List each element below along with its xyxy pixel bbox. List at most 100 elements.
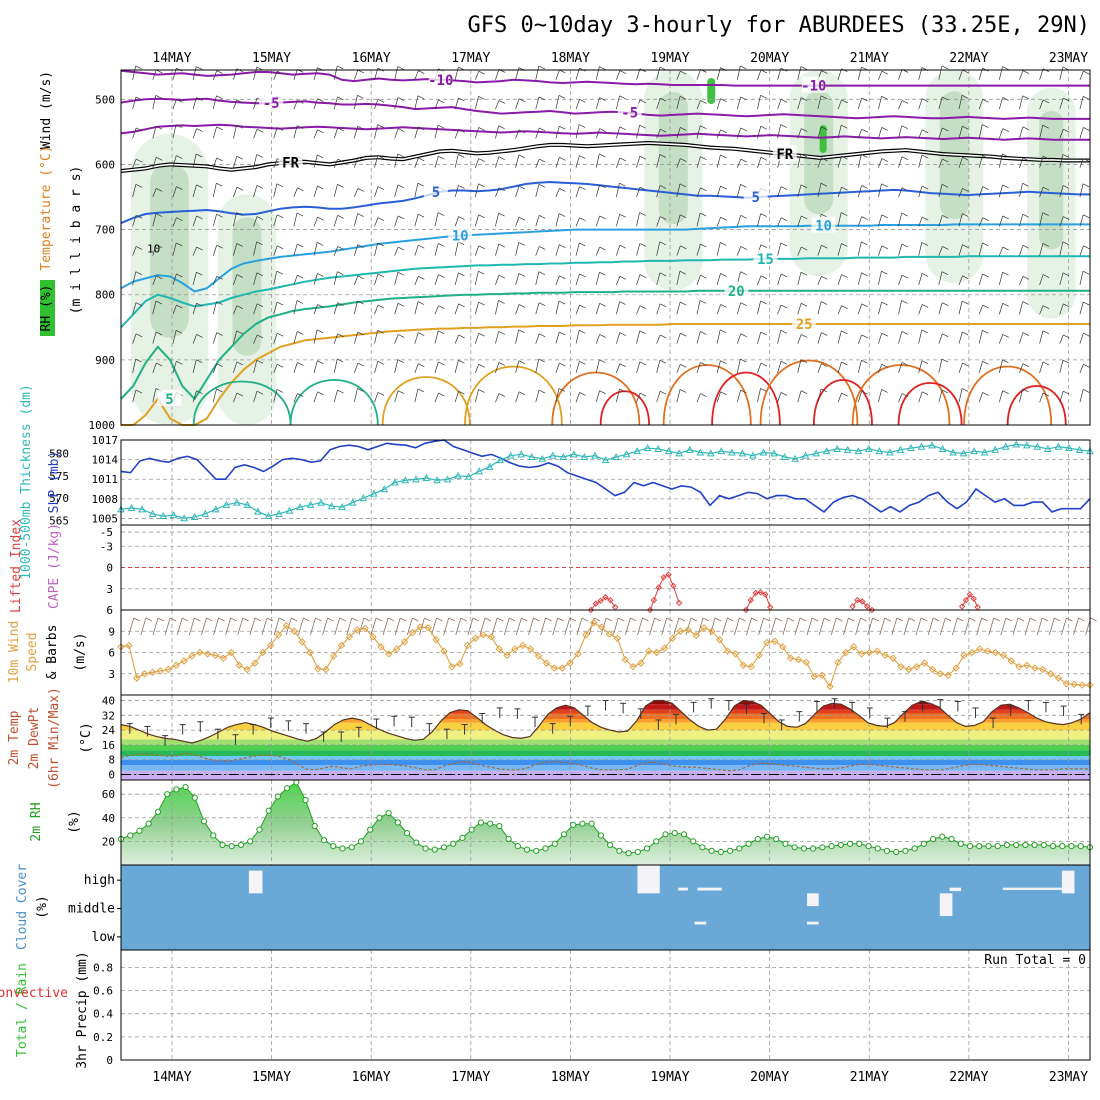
wind-barb-flag (639, 274, 647, 278)
surface-wind-barb (503, 617, 510, 636)
wind-barb (716, 98, 721, 110)
date-label-top: 17MAY (451, 51, 490, 66)
surface-wind-barb-flag (811, 617, 819, 622)
wind-barb (333, 215, 338, 227)
surface-wind-barb-flag (303, 617, 310, 622)
wind-speed-marker (266, 641, 275, 650)
wind-barb (857, 216, 863, 227)
wind-barb (958, 126, 963, 139)
wind-barb-flag (760, 331, 767, 336)
contour-label: -5 (263, 96, 280, 112)
date-label-bottom: 16MAY (352, 1070, 391, 1085)
thickness-marker (559, 452, 568, 460)
rh-marker (339, 845, 346, 852)
wind-speed-marker (1054, 674, 1063, 682)
wind-barb (898, 100, 903, 110)
wind-barb-flag (1083, 127, 1090, 131)
wind-barb (878, 302, 883, 315)
surface-wind-barb-flag (339, 617, 346, 622)
wind-barb-flag (780, 361, 788, 365)
wind-barb-flag (397, 66, 404, 70)
wind-barb-flag (820, 182, 828, 187)
wind-barb (212, 70, 218, 80)
wind-barb (676, 302, 681, 315)
wind-barb-flag (780, 330, 787, 334)
rh-marker (431, 846, 438, 853)
date-label-top: 23MAY (1049, 51, 1088, 66)
wind-barb (354, 244, 359, 256)
surface-wind-barb-flag (932, 617, 940, 622)
wind-barb (757, 95, 761, 110)
thickness-marker (1012, 440, 1021, 448)
wind-barb (253, 154, 258, 168)
surface-wind-barb-flag (400, 617, 407, 622)
thickness-marker (728, 448, 736, 456)
wind-barb-flag (135, 246, 143, 250)
surface-wind-barb-flag (1090, 617, 1097, 622)
wind-barb-flag (679, 183, 687, 188)
wind-barb (736, 302, 742, 315)
wind-barb-flag (417, 301, 425, 305)
wind-barb (353, 213, 358, 227)
wind-barb-flag (760, 275, 768, 280)
wind-barb-flag (922, 304, 929, 308)
wind-barb-flag (720, 98, 727, 103)
rh-marker (182, 783, 189, 791)
thickness-marker (496, 456, 505, 464)
wind-barb (878, 96, 882, 110)
rh-shading-core (1039, 110, 1064, 250)
surface-wind-barb-flag (872, 617, 879, 622)
wind-barb (273, 302, 278, 315)
low-level-isotherm (1006, 385, 1067, 426)
wind-barb (857, 185, 862, 198)
wind-barb (535, 215, 540, 227)
wind-barb (152, 388, 157, 403)
wind-barb (394, 359, 399, 373)
dewpoint-line (120, 752, 1090, 772)
wind-barb-flag (941, 183, 949, 188)
wind-barb-flag (720, 391, 727, 396)
surface-wind-barb-flag (581, 617, 589, 622)
surface-wind-barb-flag (678, 617, 685, 622)
wind-barb-flag (558, 388, 566, 392)
wind-barb-flag (821, 157, 828, 162)
wind-barb (1079, 127, 1084, 139)
wind-barb-flag (539, 127, 546, 132)
wind-barb (172, 155, 177, 168)
wind-barb-flag (962, 275, 969, 280)
wind-barb (777, 217, 782, 227)
wind-speed-marker (314, 665, 322, 673)
wind-barb-flag (680, 245, 687, 250)
wind-barb-flag (760, 94, 767, 99)
surface-wind-barb (552, 617, 559, 636)
thickness-marker (485, 462, 494, 470)
wind-speed-marker (566, 659, 574, 667)
wind-barb-flag (297, 331, 304, 335)
wind-barb-flag (518, 242, 525, 246)
wind-barb-flag (801, 246, 808, 251)
wind-barb (837, 243, 842, 256)
surface-wind-barb (879, 617, 886, 636)
thickness-marker (127, 503, 136, 511)
wind-barb-flag (942, 127, 949, 132)
wind-barb (374, 392, 379, 403)
thickness-marker (675, 449, 684, 457)
wind-barb (152, 95, 157, 110)
wind-speed-marker (180, 657, 188, 665)
wind-barb (817, 157, 822, 168)
wind-barb-flag (296, 300, 304, 304)
wind-barb (192, 128, 197, 139)
wind-barb (414, 70, 419, 80)
wind-barb (172, 186, 177, 198)
wind-barb (394, 272, 399, 286)
y-axis-labels: Wind (m/s)Temperature (°C)RH (%) (m i l l… (0, 71, 94, 1069)
wind-barb-flag (1022, 332, 1030, 336)
wind-barb-flag (699, 300, 707, 304)
wind-barb (414, 126, 419, 139)
wind-barb-flag (135, 215, 143, 219)
rh-marker (357, 838, 365, 845)
wind-barb-flag (881, 389, 888, 393)
wind-barb-flag (861, 272, 868, 277)
wind-barb (192, 97, 197, 110)
wind-barb (394, 153, 399, 168)
